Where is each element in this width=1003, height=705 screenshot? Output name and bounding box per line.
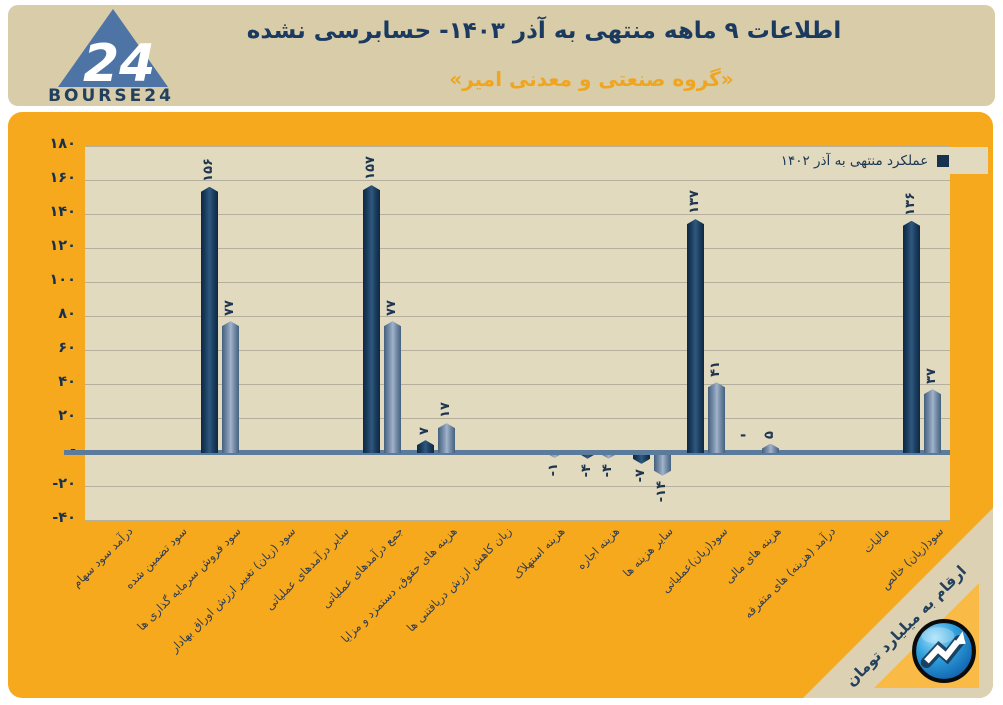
bourse24-triangle-icon: 24 (58, 9, 168, 89)
chart-layer: ۱۸۰۱۶۰۱۴۰۱۲۰۱۰۰۸۰۶۰۴۰۲۰--۲۰-۴۰۱۵۶۱۵۷۷-۴-… (8, 112, 993, 698)
bar-value-label: -۴ (600, 463, 615, 478)
bar-value-label: - (740, 426, 747, 444)
gridline (85, 485, 950, 487)
y-tick-label: ۶۰ (58, 340, 76, 356)
x-axis-label: سود فروش سرمایه گذاری ها (134, 524, 244, 634)
gridline (85, 247, 950, 249)
y-tick-label: ۱۲۰ (49, 238, 76, 254)
gridline (85, 417, 950, 419)
bar-series1 (201, 186, 218, 453)
y-tick-label: ۴۰ (58, 374, 76, 390)
header: 24 BOURSE24 اطلاعات ۹ ماهه منتهی به آذر … (8, 5, 995, 106)
y-tick-label: ۱۶۰ (49, 170, 76, 186)
bar-series2 (600, 455, 617, 459)
bar-series1 (903, 220, 920, 453)
bar-series2 (438, 423, 455, 453)
y-tick-label: ۱۴۰ (49, 204, 76, 220)
x-axis-label: زیان کاهش ارزش دریافتنی ها (403, 524, 514, 635)
gridline (85, 179, 950, 181)
gridline (85, 315, 950, 317)
svg-text:24: 24 (83, 34, 155, 89)
zero-axis-line (64, 449, 950, 455)
x-axis-label: مالیات (860, 524, 892, 556)
bar-value-label: -۴ (579, 463, 594, 478)
bar-series2 (222, 321, 239, 453)
x-axis-label: درآمد (هزینه) های متفرقه (740, 524, 838, 622)
bar-series2 (384, 321, 401, 453)
bourse24-logo: 24 BOURSE24 (36, 7, 186, 106)
chart-subtitle: «گروه صنعتی و معدنی امیر» (449, 67, 734, 91)
bar-series2 (654, 455, 671, 476)
bar-value-label: -۱ (546, 463, 561, 477)
bar-value-label: ۱۵۷ (363, 156, 378, 181)
bar-series1 (363, 185, 380, 453)
bar-value-label: ۱۳۷ (687, 190, 702, 215)
x-axis-label: هزینه استهلاک (510, 524, 568, 582)
legend-label: عملکرد منتهی به آذر ۱۴۰۲ (780, 152, 929, 169)
chart-card: ۱۸۰۱۶۰۱۴۰۱۲۰۱۰۰۸۰۶۰۴۰۲۰--۲۰-۴۰۱۵۶۱۵۷۷-۴-… (8, 112, 993, 698)
gridline (85, 383, 950, 385)
y-tick-label: -۲۰ (52, 476, 76, 492)
bar-value-label: ۴۱ (708, 361, 723, 378)
y-tick-label: ۱۰۰ (49, 272, 76, 288)
y-tick-label: ۱۸۰ (49, 136, 76, 152)
bar-series2 (924, 389, 941, 453)
bar-value-label: ۱۳۶ (903, 192, 918, 216)
x-axis-label: سایر هزینه ها (620, 524, 676, 580)
bar-series2 (546, 455, 563, 458)
y-tick-label: -۴۰ (52, 510, 76, 526)
x-axis-label: هزینه اجاره (573, 524, 622, 573)
chart-legend: عملکرد منتهی به آذر ۱۴۰۲ (742, 147, 988, 174)
brand-text: BOURSE24 (48, 86, 174, 106)
bar-value-label: ۷۷ (222, 300, 237, 317)
bar-value-label: -۱۴ (654, 480, 669, 503)
gridline (85, 519, 950, 521)
bar-series2 (708, 382, 725, 453)
gridline (85, 213, 950, 215)
bar-series1 (579, 455, 596, 459)
bar-value-label: ۱۵۶ (201, 158, 216, 182)
bar-series1 (417, 440, 434, 453)
gridline (85, 349, 950, 351)
bar-value-label: ۵ (762, 430, 777, 439)
y-tick-label: ۲۰ (58, 408, 76, 424)
gridline (85, 281, 950, 283)
bar-value-label: ۳۷ (924, 368, 939, 385)
trend-arrow-logo-icon (912, 619, 976, 683)
legend-swatch (937, 154, 950, 167)
bar-value-label: ۷۷ (384, 300, 399, 317)
bar-series1 (633, 455, 650, 464)
bar-value-label: ۷ (417, 427, 432, 436)
bar-value-label: -۷ (633, 468, 648, 483)
y-tick-label: ۸۰ (58, 306, 76, 322)
gridline (85, 145, 950, 147)
chart-title: اطلاعات ۹ ماهه منتهی به آذر ۱۴۰۳- حسابرس… (246, 18, 842, 44)
bar-series2 (762, 443, 779, 453)
bar-value-label: ۱۷ (438, 402, 453, 419)
bar-series1 (687, 219, 704, 453)
